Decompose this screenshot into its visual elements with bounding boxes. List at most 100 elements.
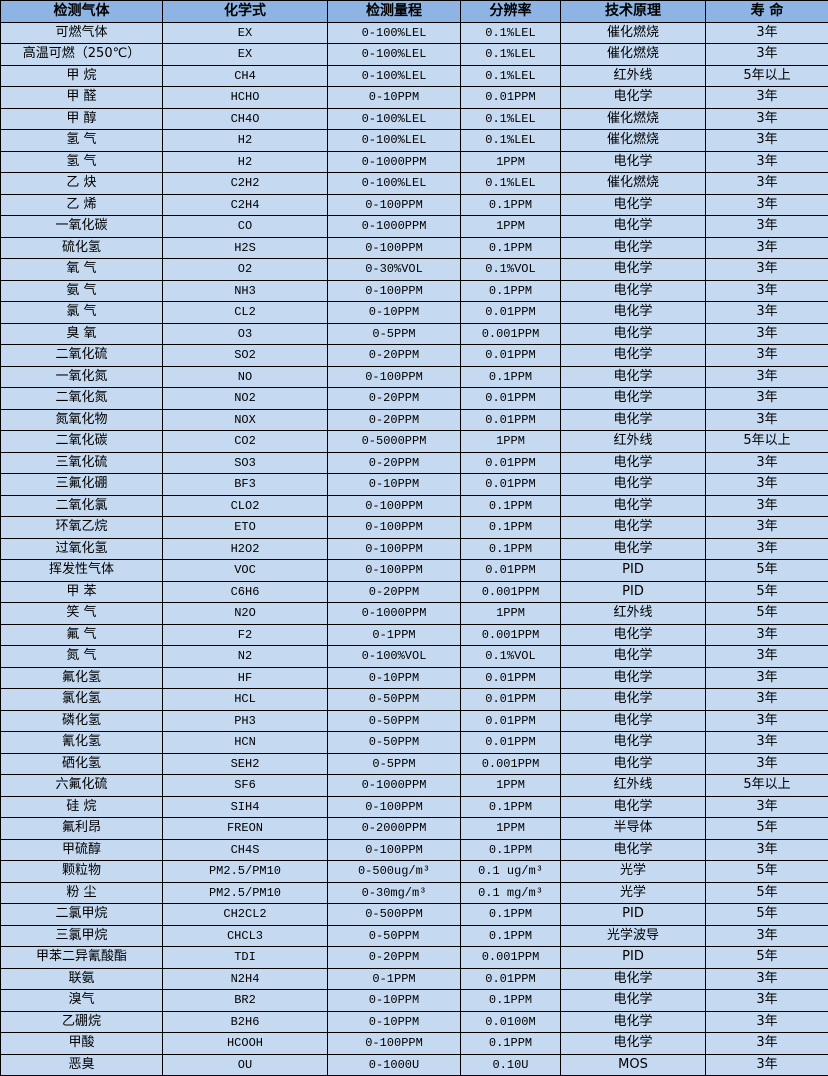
cell-lifespan: 3年 xyxy=(706,1033,828,1055)
cell-gas-name: 三氟化硼 xyxy=(1,474,163,496)
cell-chemical-formula: F2 xyxy=(163,624,328,646)
cell-gas-name: 一氧化碳 xyxy=(1,216,163,238)
cell-gas-name: 硒化氢 xyxy=(1,753,163,775)
cell-gas-name: 粉 尘 xyxy=(1,882,163,904)
cell-lifespan: 5年 xyxy=(706,882,828,904)
cell-resolution: 0.01PPM xyxy=(461,452,561,474)
cell-detection-range: 0-2000PPM xyxy=(328,818,461,840)
cell-technical-principle: 光学 xyxy=(561,861,706,883)
cell-detection-range: 0-20PPM xyxy=(328,581,461,603)
cell-lifespan: 3年 xyxy=(706,194,828,216)
cell-lifespan: 3年 xyxy=(706,732,828,754)
cell-chemical-formula: HCOOH xyxy=(163,1033,328,1055)
cell-lifespan: 5年以上 xyxy=(706,65,828,87)
cell-technical-principle: 电化学 xyxy=(561,538,706,560)
cell-gas-name: 颗粒物 xyxy=(1,861,163,883)
cell-lifespan: 3年 xyxy=(706,538,828,560)
cell-lifespan: 3年 xyxy=(706,323,828,345)
cell-gas-name: 硅 烷 xyxy=(1,796,163,818)
cell-chemical-formula: HCL xyxy=(163,689,328,711)
cell-resolution: 0.1%LEL xyxy=(461,130,561,152)
cell-detection-range: 0-5000PPM xyxy=(328,431,461,453)
cell-technical-principle: 电化学 xyxy=(561,667,706,689)
cell-detection-range: 0-30%VOL xyxy=(328,259,461,281)
cell-detection-range: 0-100PPM xyxy=(328,237,461,259)
cell-lifespan: 3年 xyxy=(706,1011,828,1033)
cell-detection-range: 0-100%LEL xyxy=(328,130,461,152)
cell-resolution: 0.1PPM xyxy=(461,517,561,539)
cell-resolution: 0.1%LEL xyxy=(461,22,561,44)
cell-gas-name: 高温可燃（250℃） xyxy=(1,44,163,66)
cell-resolution: 0.001PPM xyxy=(461,581,561,603)
cell-technical-principle: 催化燃烧 xyxy=(561,22,706,44)
cell-resolution: 0.01PPM xyxy=(461,409,561,431)
cell-gas-name: 臭 氧 xyxy=(1,323,163,345)
cell-resolution: 1PPM xyxy=(461,775,561,797)
cell-chemical-formula: B2H6 xyxy=(163,1011,328,1033)
cell-chemical-formula: CL2 xyxy=(163,302,328,324)
cell-resolution: 0.01PPM xyxy=(461,474,561,496)
cell-chemical-formula: SIH4 xyxy=(163,796,328,818)
cell-technical-principle: 电化学 xyxy=(561,216,706,238)
cell-technical-principle: 电化学 xyxy=(561,517,706,539)
cell-detection-range: 0-50PPM xyxy=(328,689,461,711)
cell-detection-range: 0-100%LEL xyxy=(328,108,461,130)
cell-gas-name: 甲 苯 xyxy=(1,581,163,603)
cell-resolution: 0.001PPM xyxy=(461,753,561,775)
cell-chemical-formula: EX xyxy=(163,44,328,66)
cell-detection-range: 0-100PPM xyxy=(328,366,461,388)
cell-gas-name: 联氨 xyxy=(1,968,163,990)
cell-resolution: 0.1PPM xyxy=(461,366,561,388)
cell-lifespan: 5年 xyxy=(706,560,828,582)
cell-chemical-formula: TDI xyxy=(163,947,328,969)
cell-lifespan: 5年 xyxy=(706,861,828,883)
cell-gas-name: 氟 气 xyxy=(1,624,163,646)
cell-gas-name: 氮 气 xyxy=(1,646,163,668)
cell-lifespan: 3年 xyxy=(706,44,828,66)
cell-chemical-formula: ETO xyxy=(163,517,328,539)
cell-resolution: 0.01PPM xyxy=(461,667,561,689)
cell-chemical-formula: H2 xyxy=(163,130,328,152)
cell-chemical-formula: C2H4 xyxy=(163,194,328,216)
cell-gas-name: 氧 气 xyxy=(1,259,163,281)
cell-gas-name: 硫化氢 xyxy=(1,237,163,259)
header-technical-principle: 技术原理 xyxy=(561,1,706,23)
cell-chemical-formula: EX xyxy=(163,22,328,44)
cell-gas-name: 溴气 xyxy=(1,990,163,1012)
cell-lifespan: 5年以上 xyxy=(706,431,828,453)
cell-resolution: 0.1%VOL xyxy=(461,259,561,281)
cell-lifespan: 3年 xyxy=(706,796,828,818)
cell-detection-range: 0-100%LEL xyxy=(328,44,461,66)
cell-gas-name: 甲 醇 xyxy=(1,108,163,130)
cell-gas-name: 氮氧化物 xyxy=(1,409,163,431)
cell-chemical-formula: NH3 xyxy=(163,280,328,302)
cell-detection-range: 0-1PPM xyxy=(328,968,461,990)
cell-resolution: 0.01PPM xyxy=(461,710,561,732)
cell-chemical-formula: NO xyxy=(163,366,328,388)
cell-technical-principle: 电化学 xyxy=(561,839,706,861)
cell-chemical-formula: H2S xyxy=(163,237,328,259)
cell-chemical-formula: PH3 xyxy=(163,710,328,732)
cell-gas-name: 六氟化硫 xyxy=(1,775,163,797)
cell-lifespan: 3年 xyxy=(706,87,828,109)
cell-technical-principle: 电化学 xyxy=(561,388,706,410)
cell-lifespan: 3年 xyxy=(706,259,828,281)
cell-gas-name: 笑 气 xyxy=(1,603,163,625)
cell-lifespan: 3年 xyxy=(706,624,828,646)
cell-gas-name: 乙 炔 xyxy=(1,173,163,195)
